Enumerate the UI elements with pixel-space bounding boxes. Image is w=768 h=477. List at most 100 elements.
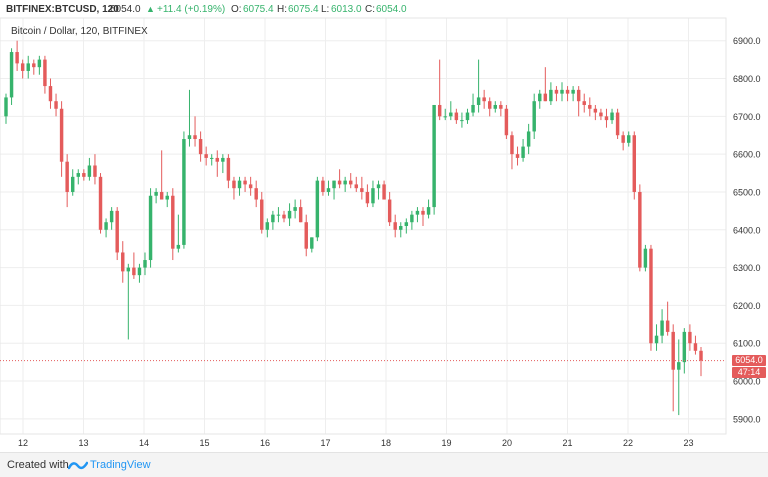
candle-body: [371, 188, 375, 204]
x-tick-label: 14: [139, 438, 149, 448]
up-arrow-icon: ▲: [146, 4, 155, 14]
x-tick-label: 12: [18, 438, 28, 448]
candle-body: [104, 222, 108, 230]
candle-body: [243, 180, 247, 185]
candle-body: [437, 104, 442, 117]
high-label: H:: [277, 4, 287, 15]
price-axis[interactable]: 5900.0 6000.0 6100.0 6200.0 6300.0 6400.0 6500…: [733, 36, 761, 424]
candle-body: [460, 120, 464, 122]
candle-body: [343, 180, 347, 185]
close-label: C:: [365, 4, 375, 15]
y-tick-label: 6100.0: [733, 339, 761, 349]
chart-title: Bitcoin / Dollar, 120, BITFINEX: [11, 26, 148, 37]
candle-body: [232, 180, 236, 189]
candle-body: [143, 260, 147, 268]
created-with-label: Created with: [7, 459, 69, 471]
symbol-header: BITFINEX:BTCUSD, 120 6054.0 ▲ +11.4 (+0.…: [0, 0, 768, 18]
candle-body: [426, 207, 431, 215]
x-tick-label: 22: [623, 438, 633, 448]
candle-body: [487, 101, 492, 109]
candle-body: [499, 104, 503, 109]
y-tick-label: 6700.0: [733, 112, 761, 122]
low-label: L:: [321, 4, 330, 15]
candle-body: [693, 343, 698, 351]
y-tick-label: 6800.0: [733, 74, 761, 84]
candle-body: [26, 63, 30, 71]
candle-body: [126, 267, 131, 272]
candle-body: [187, 135, 192, 140]
candle-body: [649, 248, 653, 344]
candle-body: [660, 320, 664, 336]
candle-body: [132, 267, 136, 276]
candle-body: [454, 112, 459, 121]
candle-body: [109, 210, 114, 223]
candle-body: [254, 188, 258, 200]
candle-body: [54, 101, 58, 109]
candle-body: [376, 184, 381, 189]
candle-body: [465, 112, 470, 121]
candle-body: [593, 108, 598, 113]
candle-body: [15, 52, 19, 64]
candle-body: [560, 89, 564, 94]
candle-body: [626, 135, 631, 143]
candle-body: [399, 226, 403, 230]
candle-body: [226, 157, 231, 181]
x-tick-label: 21: [562, 438, 572, 448]
candle-body: [221, 157, 225, 162]
x-tick-label: 16: [260, 438, 270, 448]
candle-body: [271, 214, 275, 223]
candle-body: [276, 214, 281, 216]
candle-body: [70, 176, 75, 192]
candle-body: [604, 116, 609, 121]
candle-body: [415, 210, 420, 215]
tradingview-link[interactable]: TradingView: [90, 459, 151, 471]
candle-body: [493, 104, 498, 109]
candle-body: [159, 191, 164, 200]
time-axis[interactable]: 12 13 14 15 16 17 18 19 20 21 22 23: [18, 438, 694, 448]
candle-body: [576, 89, 581, 102]
symbol-label: BITFINEX:BTCUSD, 120: [6, 4, 119, 15]
candle-body: [182, 139, 186, 245]
candle-body: [688, 331, 692, 344]
candle-body: [482, 97, 486, 102]
candle-body: [121, 252, 125, 272]
candle-body: [260, 199, 264, 230]
y-tick-label: 5900.0: [733, 414, 761, 424]
open-value: 6075.4: [243, 4, 274, 15]
candle-body: [449, 112, 453, 117]
current-price-tag: 6054.0: [732, 354, 766, 366]
candle-body: [348, 180, 353, 185]
candle-body: [215, 157, 220, 162]
candle-body: [571, 89, 575, 94]
candle-body: [332, 180, 336, 189]
candle-body: [621, 135, 625, 143]
candlestick-chart[interactable]: Bitcoin / Dollar, 120, BITFINEX 5900.0 60…: [0, 0, 768, 452]
high-value: 6075.4: [288, 4, 319, 15]
candle-body: [298, 207, 303, 223]
candle-body: [699, 350, 703, 361]
candle-body: [599, 112, 603, 117]
low-value: 6013.0: [331, 4, 362, 15]
candle-body: [76, 173, 81, 177]
candle-body: [360, 188, 364, 192]
candle-body: [615, 112, 620, 136]
candle-body: [87, 165, 92, 177]
candle-body: [543, 93, 548, 102]
candle-body: [37, 59, 42, 68]
candle-body: [443, 116, 447, 118]
candle-body: [421, 210, 425, 215]
candle-body: [198, 139, 203, 155]
close-value: 6054.0: [376, 4, 407, 15]
tradingview-logo-icon[interactable]: [68, 458, 88, 472]
candle-body: [32, 63, 36, 68]
candle-body: [171, 195, 175, 249]
candle-body: [549, 89, 553, 102]
last-price: 6054.0: [110, 4, 141, 15]
candle-body: [387, 199, 392, 223]
candle-body: [93, 165, 97, 177]
y-tick-label: 6500.0: [733, 187, 761, 197]
candle-body: [65, 161, 69, 192]
candle-body: [526, 131, 531, 147]
candle-body: [293, 207, 297, 211]
candle-body: [248, 184, 253, 189]
